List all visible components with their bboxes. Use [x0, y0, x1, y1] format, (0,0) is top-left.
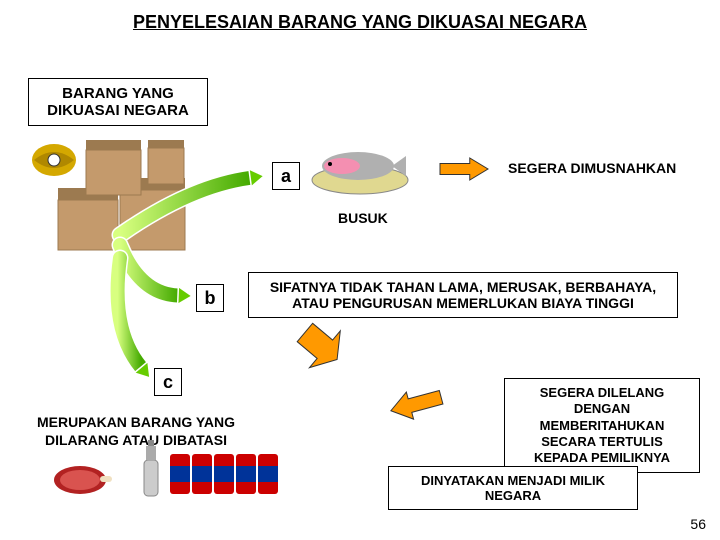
block-arrows: [0, 0, 720, 540]
